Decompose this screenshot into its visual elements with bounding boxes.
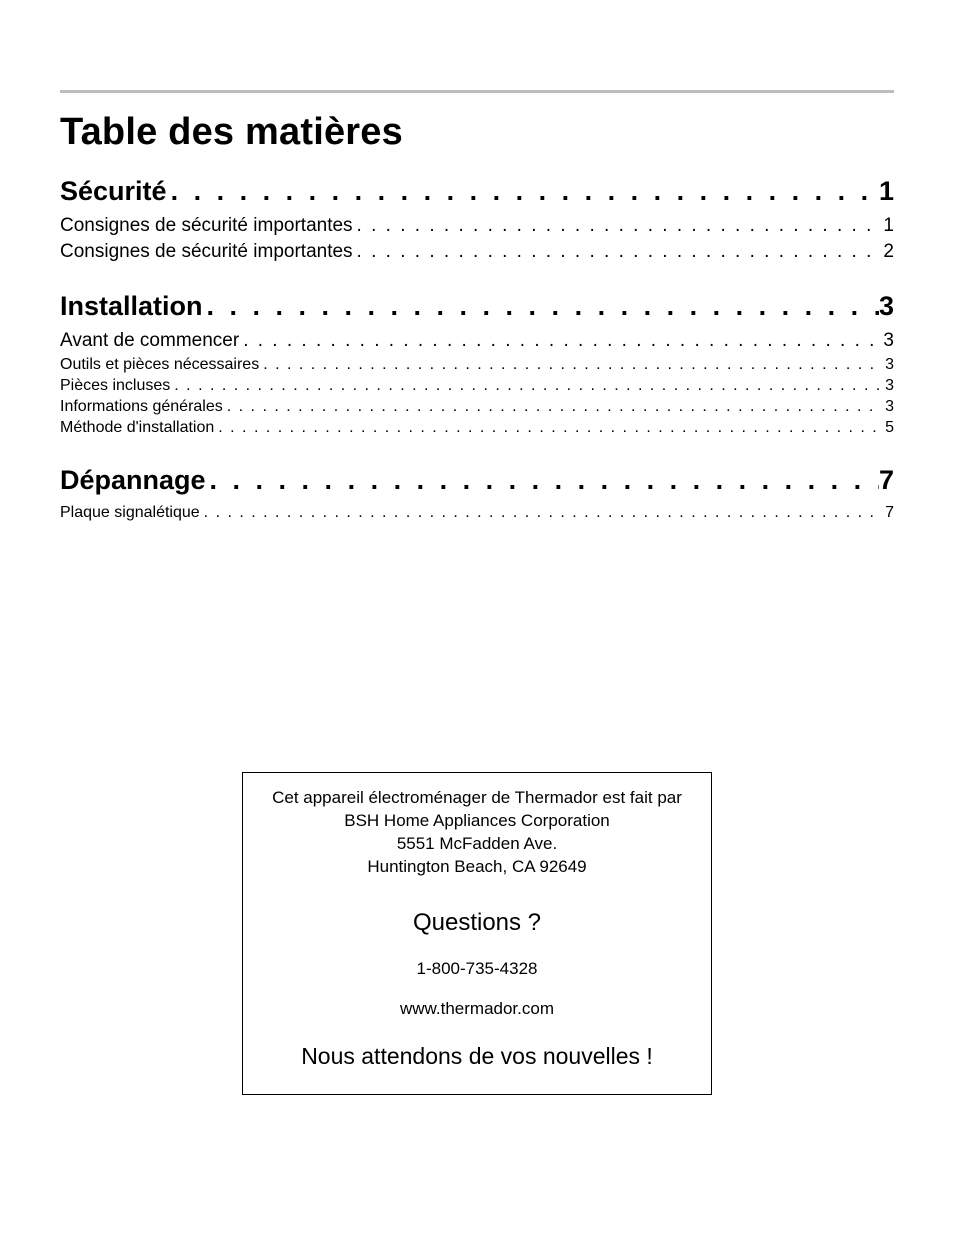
toc-section-heading: Sécurité . . . . . . . . . . . . . . . .… bbox=[60, 176, 894, 207]
toc-entry: Plaque signalétique . . . . . . . . . . … bbox=[60, 504, 894, 522]
top-rule bbox=[60, 90, 894, 93]
toc-entry-page: 3 bbox=[881, 377, 894, 395]
dot-leader: . . . . . . . . . . . . . . . . . . . . … bbox=[259, 356, 881, 374]
manufacturer-line: Huntington Beach, CA 92649 bbox=[253, 856, 701, 879]
toc-entry: Pièces incluses . . . . . . . . . . . . … bbox=[60, 377, 894, 395]
manufacturer-line: Cet appareil électroménager de Thermador… bbox=[253, 787, 701, 810]
dot-leader: . . . . . . . . . . . . . . . . . . . . … bbox=[167, 176, 879, 207]
toc-entry-label: Plaque signalétique bbox=[60, 504, 200, 522]
manufacturer-info-box: Cet appareil électroménager de Thermador… bbox=[242, 772, 712, 1095]
toc-entry-label: Avant de commencer bbox=[60, 330, 239, 352]
toc-entry: Avant de commencer . . . . . . . . . . .… bbox=[60, 330, 894, 352]
dot-leader: . . . . . . . . . . . . . . . . . . . . … bbox=[170, 377, 881, 395]
toc-section-heading-page: 7 bbox=[879, 465, 894, 496]
dot-leader: . . . . . . . . . . . . . . . . . . . . … bbox=[223, 398, 881, 416]
toc-section-heading-page: 1 bbox=[879, 176, 894, 207]
contact-phone: 1-800-735-4328 bbox=[253, 959, 701, 979]
toc-entry-page: 1 bbox=[879, 215, 894, 237]
dot-leader: . . . . . . . . . . . . . . . . . . . . … bbox=[353, 215, 880, 237]
toc-entry-page: 3 bbox=[879, 330, 894, 352]
toc-entry-label: Méthode d'installation bbox=[60, 419, 214, 437]
toc-entry-page: 3 bbox=[881, 398, 894, 416]
toc-section-heading-page: 3 bbox=[879, 291, 894, 322]
toc-entry-page: 3 bbox=[881, 356, 894, 374]
contact-url: www.thermador.com bbox=[253, 999, 701, 1019]
toc-entry-label: Consignes de sécurité importantes bbox=[60, 215, 353, 237]
toc-section-heading-label: Sécurité bbox=[60, 176, 167, 207]
toc-section-heading: Dépannage . . . . . . . . . . . . . . . … bbox=[60, 465, 894, 496]
questions-heading: Questions ? bbox=[253, 909, 701, 937]
closing-line: Nous attendons de vos nouvelles ! bbox=[253, 1043, 701, 1070]
dot-leader: . . . . . . . . . . . . . . . . . . . . … bbox=[200, 504, 881, 522]
toc-section-heading: Installation . . . . . . . . . . . . . .… bbox=[60, 291, 894, 322]
dot-leader: . . . . . . . . . . . . . . . . . . . . … bbox=[206, 465, 879, 496]
manufacturer-line: 5551 McFadden Ave. bbox=[253, 833, 701, 856]
toc-entry: Informations générales . . . . . . . . .… bbox=[60, 398, 894, 416]
toc-section: Sécurité . . . . . . . . . . . . . . . .… bbox=[60, 176, 894, 263]
toc-section: Installation . . . . . . . . . . . . . .… bbox=[60, 291, 894, 437]
toc-entry: Consignes de sécurité importantes . . . … bbox=[60, 215, 894, 237]
toc-container: Sécurité . . . . . . . . . . . . . . . .… bbox=[60, 176, 894, 522]
manufacturer-line: BSH Home Appliances Corporation bbox=[253, 810, 701, 833]
dot-leader: . . . . . . . . . . . . . . . . . . . . … bbox=[214, 419, 881, 437]
toc-entry: Méthode d'installation . . . . . . . . .… bbox=[60, 419, 894, 437]
document-page: Table des matières Sécurité . . . . . . … bbox=[0, 0, 954, 1235]
toc-entry: Outils et pièces nécessaires . . . . . .… bbox=[60, 356, 894, 374]
dot-leader: . . . . . . . . . . . . . . . . . . . . … bbox=[239, 330, 879, 352]
dot-leader: . . . . . . . . . . . . . . . . . . . . … bbox=[353, 241, 880, 263]
toc-entry: Consignes de sécurité importantes . . . … bbox=[60, 241, 894, 263]
dot-leader: . . . . . . . . . . . . . . . . . . . . … bbox=[203, 291, 879, 322]
toc-section-heading-label: Dépannage bbox=[60, 465, 206, 496]
toc-entry-label: Informations générales bbox=[60, 398, 223, 416]
toc-entry-page: 7 bbox=[881, 504, 894, 522]
page-title: Table des matières bbox=[60, 111, 894, 154]
toc-entry-label: Outils et pièces nécessaires bbox=[60, 356, 259, 374]
toc-entry-page: 2 bbox=[879, 241, 894, 263]
toc-entry-label: Pièces incluses bbox=[60, 377, 170, 395]
toc-section: Dépannage . . . . . . . . . . . . . . . … bbox=[60, 465, 894, 522]
toc-entry-label: Consignes de sécurité importantes bbox=[60, 241, 353, 263]
toc-section-heading-label: Installation bbox=[60, 291, 203, 322]
toc-entry-page: 5 bbox=[881, 419, 894, 437]
